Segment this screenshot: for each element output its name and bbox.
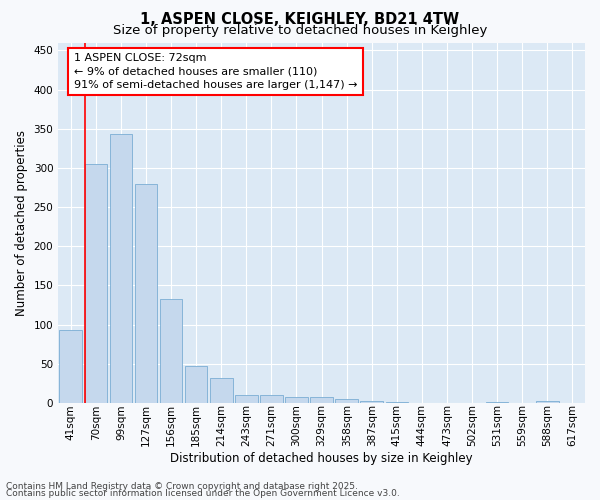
Text: Size of property relative to detached houses in Keighley: Size of property relative to detached ho… xyxy=(113,24,487,37)
Bar xyxy=(260,395,283,403)
Bar xyxy=(185,366,208,403)
Bar xyxy=(486,402,508,403)
Bar xyxy=(386,402,408,403)
Bar xyxy=(110,134,132,403)
Text: Contains public sector information licensed under the Open Government Licence v3: Contains public sector information licen… xyxy=(6,490,400,498)
Text: Contains HM Land Registry data © Crown copyright and database right 2025.: Contains HM Land Registry data © Crown c… xyxy=(6,482,358,491)
Bar xyxy=(160,298,182,403)
Bar xyxy=(134,184,157,403)
Bar xyxy=(335,399,358,403)
Bar xyxy=(85,164,107,403)
Bar xyxy=(235,395,257,403)
Bar xyxy=(285,396,308,403)
X-axis label: Distribution of detached houses by size in Keighley: Distribution of detached houses by size … xyxy=(170,452,473,465)
Bar xyxy=(361,402,383,403)
Bar xyxy=(310,398,333,403)
Y-axis label: Number of detached properties: Number of detached properties xyxy=(15,130,28,316)
Text: 1 ASPEN CLOSE: 72sqm
← 9% of detached houses are smaller (110)
91% of semi-detac: 1 ASPEN CLOSE: 72sqm ← 9% of detached ho… xyxy=(74,54,358,90)
Text: 1, ASPEN CLOSE, KEIGHLEY, BD21 4TW: 1, ASPEN CLOSE, KEIGHLEY, BD21 4TW xyxy=(140,12,460,28)
Bar xyxy=(210,378,233,403)
Bar xyxy=(59,330,82,403)
Bar xyxy=(536,402,559,403)
